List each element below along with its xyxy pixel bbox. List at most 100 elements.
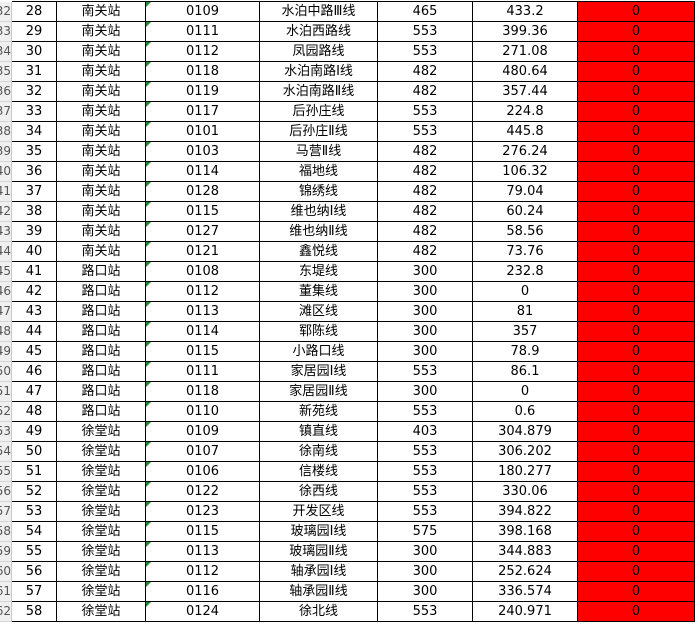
line-name-cell[interactable]: 徐南线: [260, 442, 378, 462]
value-cell[interactable]: 357.44: [473, 82, 578, 102]
value-cell[interactable]: 0: [473, 382, 578, 402]
capacity-cell[interactable]: 300: [378, 302, 473, 322]
station-cell[interactable]: 徐堂站: [57, 422, 146, 442]
flag-cell[interactable]: 0: [578, 502, 695, 522]
line-name-cell[interactable]: 轴承园Ⅱ线: [260, 582, 378, 602]
value-cell[interactable]: 304.879: [473, 422, 578, 442]
index-cell[interactable]: 39: [12, 222, 57, 242]
row-header[interactable]: 37: [0, 102, 12, 122]
station-cell[interactable]: 路口站: [57, 402, 146, 422]
index-cell[interactable]: 55: [12, 542, 57, 562]
row-header[interactable]: 38: [0, 122, 12, 142]
station-cell[interactable]: 路口站: [57, 262, 146, 282]
row-header[interactable]: 46: [0, 282, 12, 302]
capacity-cell[interactable]: 553: [378, 102, 473, 122]
index-cell[interactable]: 44: [12, 322, 57, 342]
row-header[interactable]: 34: [0, 42, 12, 62]
row-header[interactable]: 61: [0, 582, 12, 602]
station-cell[interactable]: 路口站: [57, 322, 146, 342]
code-cell[interactable]: 0113: [146, 302, 260, 322]
station-cell[interactable]: 南关站: [57, 122, 146, 142]
index-cell[interactable]: 43: [12, 302, 57, 322]
row-header[interactable]: 51: [0, 382, 12, 402]
station-cell[interactable]: 路口站: [57, 342, 146, 362]
flag-cell[interactable]: 0: [578, 122, 695, 142]
station-cell[interactable]: 徐堂站: [57, 502, 146, 522]
flag-cell[interactable]: 0: [578, 102, 695, 122]
code-cell[interactable]: 0112: [146, 42, 260, 62]
row-header[interactable]: 39: [0, 142, 12, 162]
line-name-cell[interactable]: 福地线: [260, 162, 378, 182]
flag-cell[interactable]: 0: [578, 582, 695, 602]
value-cell[interactable]: 344.883: [473, 542, 578, 562]
row-header[interactable]: 59: [0, 542, 12, 562]
index-cell[interactable]: 33: [12, 102, 57, 122]
station-cell[interactable]: 路口站: [57, 382, 146, 402]
station-cell[interactable]: 徐堂站: [57, 562, 146, 582]
value-cell[interactable]: 0.6: [473, 402, 578, 422]
code-cell[interactable]: 0121: [146, 242, 260, 262]
line-name-cell[interactable]: 徐北线: [260, 602, 378, 622]
code-cell[interactable]: 0122: [146, 482, 260, 502]
flag-cell[interactable]: 0: [578, 302, 695, 322]
line-name-cell[interactable]: 水泊南路Ⅱ线: [260, 82, 378, 102]
line-name-cell[interactable]: 水泊西路线: [260, 22, 378, 42]
capacity-cell[interactable]: 300: [378, 262, 473, 282]
index-cell[interactable]: 54: [12, 522, 57, 542]
flag-cell[interactable]: 0: [578, 402, 695, 422]
flag-cell[interactable]: 0: [578, 22, 695, 42]
value-cell[interactable]: 79.04: [473, 182, 578, 202]
index-cell[interactable]: 36: [12, 162, 57, 182]
row-header[interactable]: 54: [0, 442, 12, 462]
flag-cell[interactable]: 0: [578, 342, 695, 362]
row-header[interactable]: 36: [0, 82, 12, 102]
value-cell[interactable]: 394.822: [473, 502, 578, 522]
code-cell[interactable]: 0116: [146, 582, 260, 602]
code-cell[interactable]: 0108: [146, 262, 260, 282]
flag-cell[interactable]: 0: [578, 142, 695, 162]
station-cell[interactable]: 路口站: [57, 282, 146, 302]
code-cell[interactable]: 0127: [146, 222, 260, 242]
capacity-cell[interactable]: 553: [378, 362, 473, 382]
row-header[interactable]: 52: [0, 402, 12, 422]
flag-cell[interactable]: 0: [578, 242, 695, 262]
row-header[interactable]: 32: [0, 2, 12, 22]
code-cell[interactable]: 0109: [146, 422, 260, 442]
capacity-cell[interactable]: 482: [378, 62, 473, 82]
code-cell[interactable]: 0111: [146, 22, 260, 42]
station-cell[interactable]: 南关站: [57, 182, 146, 202]
code-cell[interactable]: 0115: [146, 342, 260, 362]
flag-cell[interactable]: 0: [578, 442, 695, 462]
station-cell[interactable]: 徐堂站: [57, 602, 146, 622]
flag-cell[interactable]: 0: [578, 282, 695, 302]
capacity-cell[interactable]: 553: [378, 482, 473, 502]
capacity-cell[interactable]: 300: [378, 542, 473, 562]
index-cell[interactable]: 57: [12, 582, 57, 602]
flag-cell[interactable]: 0: [578, 182, 695, 202]
code-cell[interactable]: 0110: [146, 402, 260, 422]
value-cell[interactable]: 240.971: [473, 602, 578, 622]
capacity-cell[interactable]: 300: [378, 382, 473, 402]
row-header[interactable]: 45: [0, 262, 12, 282]
value-cell[interactable]: 357: [473, 322, 578, 342]
flag-cell[interactable]: 0: [578, 2, 695, 22]
code-cell[interactable]: 0112: [146, 282, 260, 302]
row-header[interactable]: 49: [0, 342, 12, 362]
row-header[interactable]: 48: [0, 322, 12, 342]
row-header[interactable]: 47: [0, 302, 12, 322]
code-cell[interactable]: 0119: [146, 82, 260, 102]
row-header[interactable]: 41: [0, 182, 12, 202]
capacity-cell[interactable]: 482: [378, 82, 473, 102]
line-name-cell[interactable]: 东堤线: [260, 262, 378, 282]
row-header[interactable]: 43: [0, 222, 12, 242]
station-cell[interactable]: 南关站: [57, 142, 146, 162]
station-cell[interactable]: 南关站: [57, 42, 146, 62]
value-cell[interactable]: 58.56: [473, 222, 578, 242]
index-cell[interactable]: 48: [12, 402, 57, 422]
code-cell[interactable]: 0103: [146, 142, 260, 162]
row-header[interactable]: 42: [0, 202, 12, 222]
code-cell[interactable]: 0107: [146, 442, 260, 462]
line-name-cell[interactable]: 锦绣线: [260, 182, 378, 202]
value-cell[interactable]: 86.1: [473, 362, 578, 382]
value-cell[interactable]: 306.202: [473, 442, 578, 462]
